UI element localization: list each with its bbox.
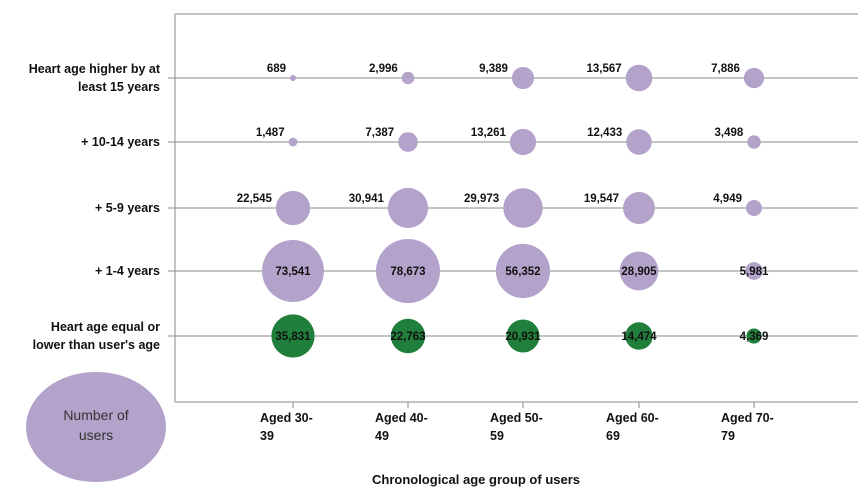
- value-labels: 689 2,996 9,389 13,567 7,886 1,487 7,387 13,261…: [237, 63, 769, 343]
- bubble: [401, 71, 415, 85]
- data-label: 5,981: [740, 266, 769, 278]
- data-label: 689: [267, 63, 286, 75]
- data-label: 35,831: [275, 331, 311, 343]
- bubble: [376, 239, 440, 303]
- x-tick-label: 39: [260, 429, 274, 443]
- x-tick-label: Aged 70-: [721, 411, 774, 425]
- x-tick-label: 59: [490, 429, 504, 443]
- data-label: 7,886: [711, 63, 740, 75]
- data-label: 28,905: [621, 266, 657, 278]
- y-axis-label: + 5-9 years: [95, 201, 160, 215]
- x-tick-label: Aged 50-: [490, 411, 543, 425]
- data-label: 2,996: [369, 63, 398, 75]
- x-axis-labels: Aged 30- 39 Aged 40- 49 Aged 50- 59 Aged 60- 69…: [260, 411, 774, 443]
- x-axis-title: Chronological age group of users: [372, 472, 580, 487]
- data-label: 19,547: [584, 193, 619, 205]
- x-tick-label: 49: [375, 429, 389, 443]
- bubble: [745, 262, 763, 280]
- data-label: 14,474: [621, 331, 657, 343]
- bubble: [506, 319, 540, 353]
- x-tick-label: Aged 40-: [375, 411, 428, 425]
- bubble: [390, 318, 426, 354]
- bubble: [509, 128, 537, 156]
- bubble: [623, 192, 655, 224]
- bubble: [290, 75, 296, 81]
- y-axis-label: lower than user's age: [33, 338, 160, 352]
- data-label: 73,541: [275, 266, 311, 278]
- x-tick-label: 69: [606, 429, 620, 443]
- bubble: [511, 66, 535, 90]
- data-label: 22,545: [237, 193, 273, 205]
- legend-bubble: [26, 372, 166, 482]
- x-tick-label: 79: [721, 429, 735, 443]
- y-axis-label: Heart age equal or: [51, 320, 160, 334]
- y-axis-label: + 1-4 years: [95, 264, 160, 278]
- data-label: 1,487: [256, 127, 285, 139]
- bubbles: [262, 64, 765, 358]
- data-label: 4,369: [740, 331, 769, 343]
- legend-label-line: users: [79, 427, 113, 443]
- y-axis-label: + 10-14 years: [81, 135, 160, 149]
- data-label: 29,973: [464, 193, 499, 205]
- bubble: [625, 64, 653, 92]
- legend-label-line: Number of: [63, 407, 128, 423]
- x-ticks: [292, 402, 755, 408]
- y-axis-labels: Heart age higher by at least 15 years + 10…: [29, 62, 161, 352]
- bubble: [503, 188, 543, 228]
- y-axis-label: Heart age higher by at: [29, 62, 161, 76]
- bubble: [398, 132, 418, 152]
- data-label: 22,763: [390, 331, 425, 343]
- y-axis-label: least 15 years: [78, 80, 160, 94]
- data-label: 9,389: [479, 63, 508, 75]
- data-label: 13,261: [471, 127, 507, 139]
- bubble: [262, 240, 324, 302]
- data-label: 30,941: [349, 193, 385, 205]
- data-label: 13,567: [587, 63, 622, 75]
- bubble: [745, 199, 763, 217]
- bubble: [625, 322, 653, 350]
- data-label: 4,949: [713, 193, 742, 205]
- bubble: [275, 190, 311, 226]
- legend: Number of users: [26, 372, 166, 482]
- x-tick-label: Aged 30-: [260, 411, 313, 425]
- data-label: 56,352: [505, 266, 540, 278]
- data-label: 7,387: [365, 127, 394, 139]
- data-label: 3,498: [715, 127, 744, 139]
- bubble: [626, 129, 652, 155]
- bubble: [271, 314, 315, 358]
- bubble: [387, 187, 429, 229]
- x-tick-label: Aged 60-: [606, 411, 659, 425]
- bubble: [743, 67, 765, 89]
- bubble: [747, 135, 761, 149]
- bubble: [746, 328, 762, 344]
- data-label: 12,433: [587, 127, 622, 139]
- legend-label: Number of users: [63, 407, 128, 443]
- bubble: [495, 243, 551, 299]
- bubble: [619, 251, 659, 291]
- data-label: 20,931: [505, 331, 541, 343]
- bubble: [288, 137, 298, 147]
- data-label: 78,673: [390, 266, 425, 278]
